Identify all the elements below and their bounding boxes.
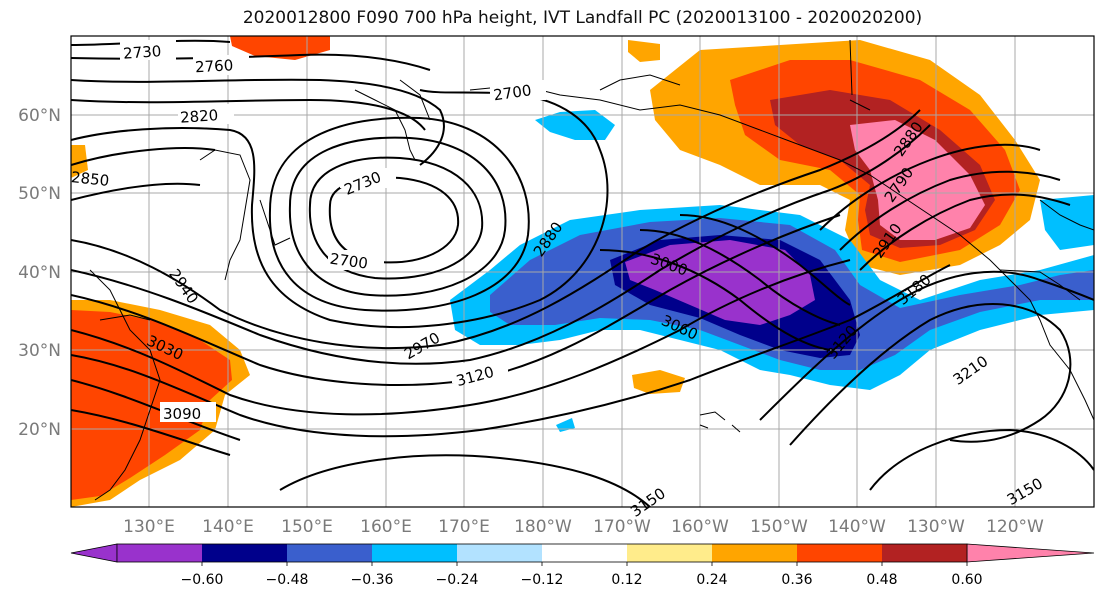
lat-label: 60°N [18,106,61,126]
colorbar-tick-label: −0.36 [351,572,394,588]
longitude-labels: 130°E 140°E 150°E 160°E 170°E 180°W 170°… [123,517,1044,537]
colorbar-tick-label: 0.12 [611,572,642,588]
ivt-positive-small-island [632,370,685,394]
colorbar-tick-label: −0.24 [436,572,479,588]
contour-label: 2700 [329,250,369,273]
lon-label: 180°W [514,517,572,537]
colorbar-segment [202,544,287,562]
colorbar-tick-label: 0.60 [951,572,982,588]
colorbar-segment [372,544,457,562]
contour-label: 2760 [195,56,234,76]
latitude-labels: 60°N 50°N 40°N 30°N 20°N [18,106,61,440]
lon-label: 170°E [438,517,490,537]
lon-label: 150°W [750,517,808,537]
lon-label: 140°W [828,517,886,537]
colorbar-tick-label: −0.60 [181,572,224,588]
ivt-positive-060 [850,120,985,240]
lon-label: 150°E [281,517,333,537]
colorbar-segment [712,544,797,562]
lon-label: 160°W [671,517,729,537]
ivt-positive-top2 [628,40,660,62]
colorbar-segment [117,544,202,562]
colorbar-tick-label: −0.48 [266,572,309,588]
ivt-negative-right [1040,195,1094,250]
colorbar-arrow-left [70,543,118,563]
height-contours [71,39,1094,507]
lon-label: 160°E [360,517,412,537]
colorbar-segment [797,544,882,562]
map-frame [70,35,1095,508]
contour-label: 2700 [492,81,532,104]
contour-label: 2850 [70,168,110,190]
colorbar-tick-label: 0.24 [696,572,727,588]
colorbar-tick-label: 0.36 [781,572,812,588]
colorbar-tick-label: 0.48 [866,572,897,588]
contour-label: 3090 [163,405,201,423]
colorbar-segment [882,544,967,562]
gridlines [71,36,1094,507]
lon-label: 170°W [593,517,651,537]
colorbar-segment [457,544,542,562]
ivt-negative-048 [625,240,815,325]
lat-label: 30°N [18,341,61,361]
colorbar-segment [287,544,372,562]
lat-label: 40°N [18,263,61,283]
colorbar: −0.60 −0.48 −0.36 −0.24 −0.12 0.12 0.24 … [70,543,1095,588]
lon-label: 140°E [202,517,254,537]
lon-label: 130°E [123,517,175,537]
colorbar-segment [542,544,627,562]
map-title: 2020012800 F090 700 hPa height, IVT Land… [242,8,923,28]
lat-label: 20°N [18,420,61,440]
colorbar-arrow-right [966,543,1095,563]
lat-label: 50°N [18,184,61,204]
contour-label: 2730 [123,42,162,63]
contour-label: 2820 [180,106,219,127]
lon-label: 130°W [907,517,965,537]
ivt-negative-alaska [535,110,615,140]
lon-label: 120°W [986,517,1044,537]
colorbar-tick-label: −0.12 [521,572,564,588]
colorbar-segment [627,544,712,562]
